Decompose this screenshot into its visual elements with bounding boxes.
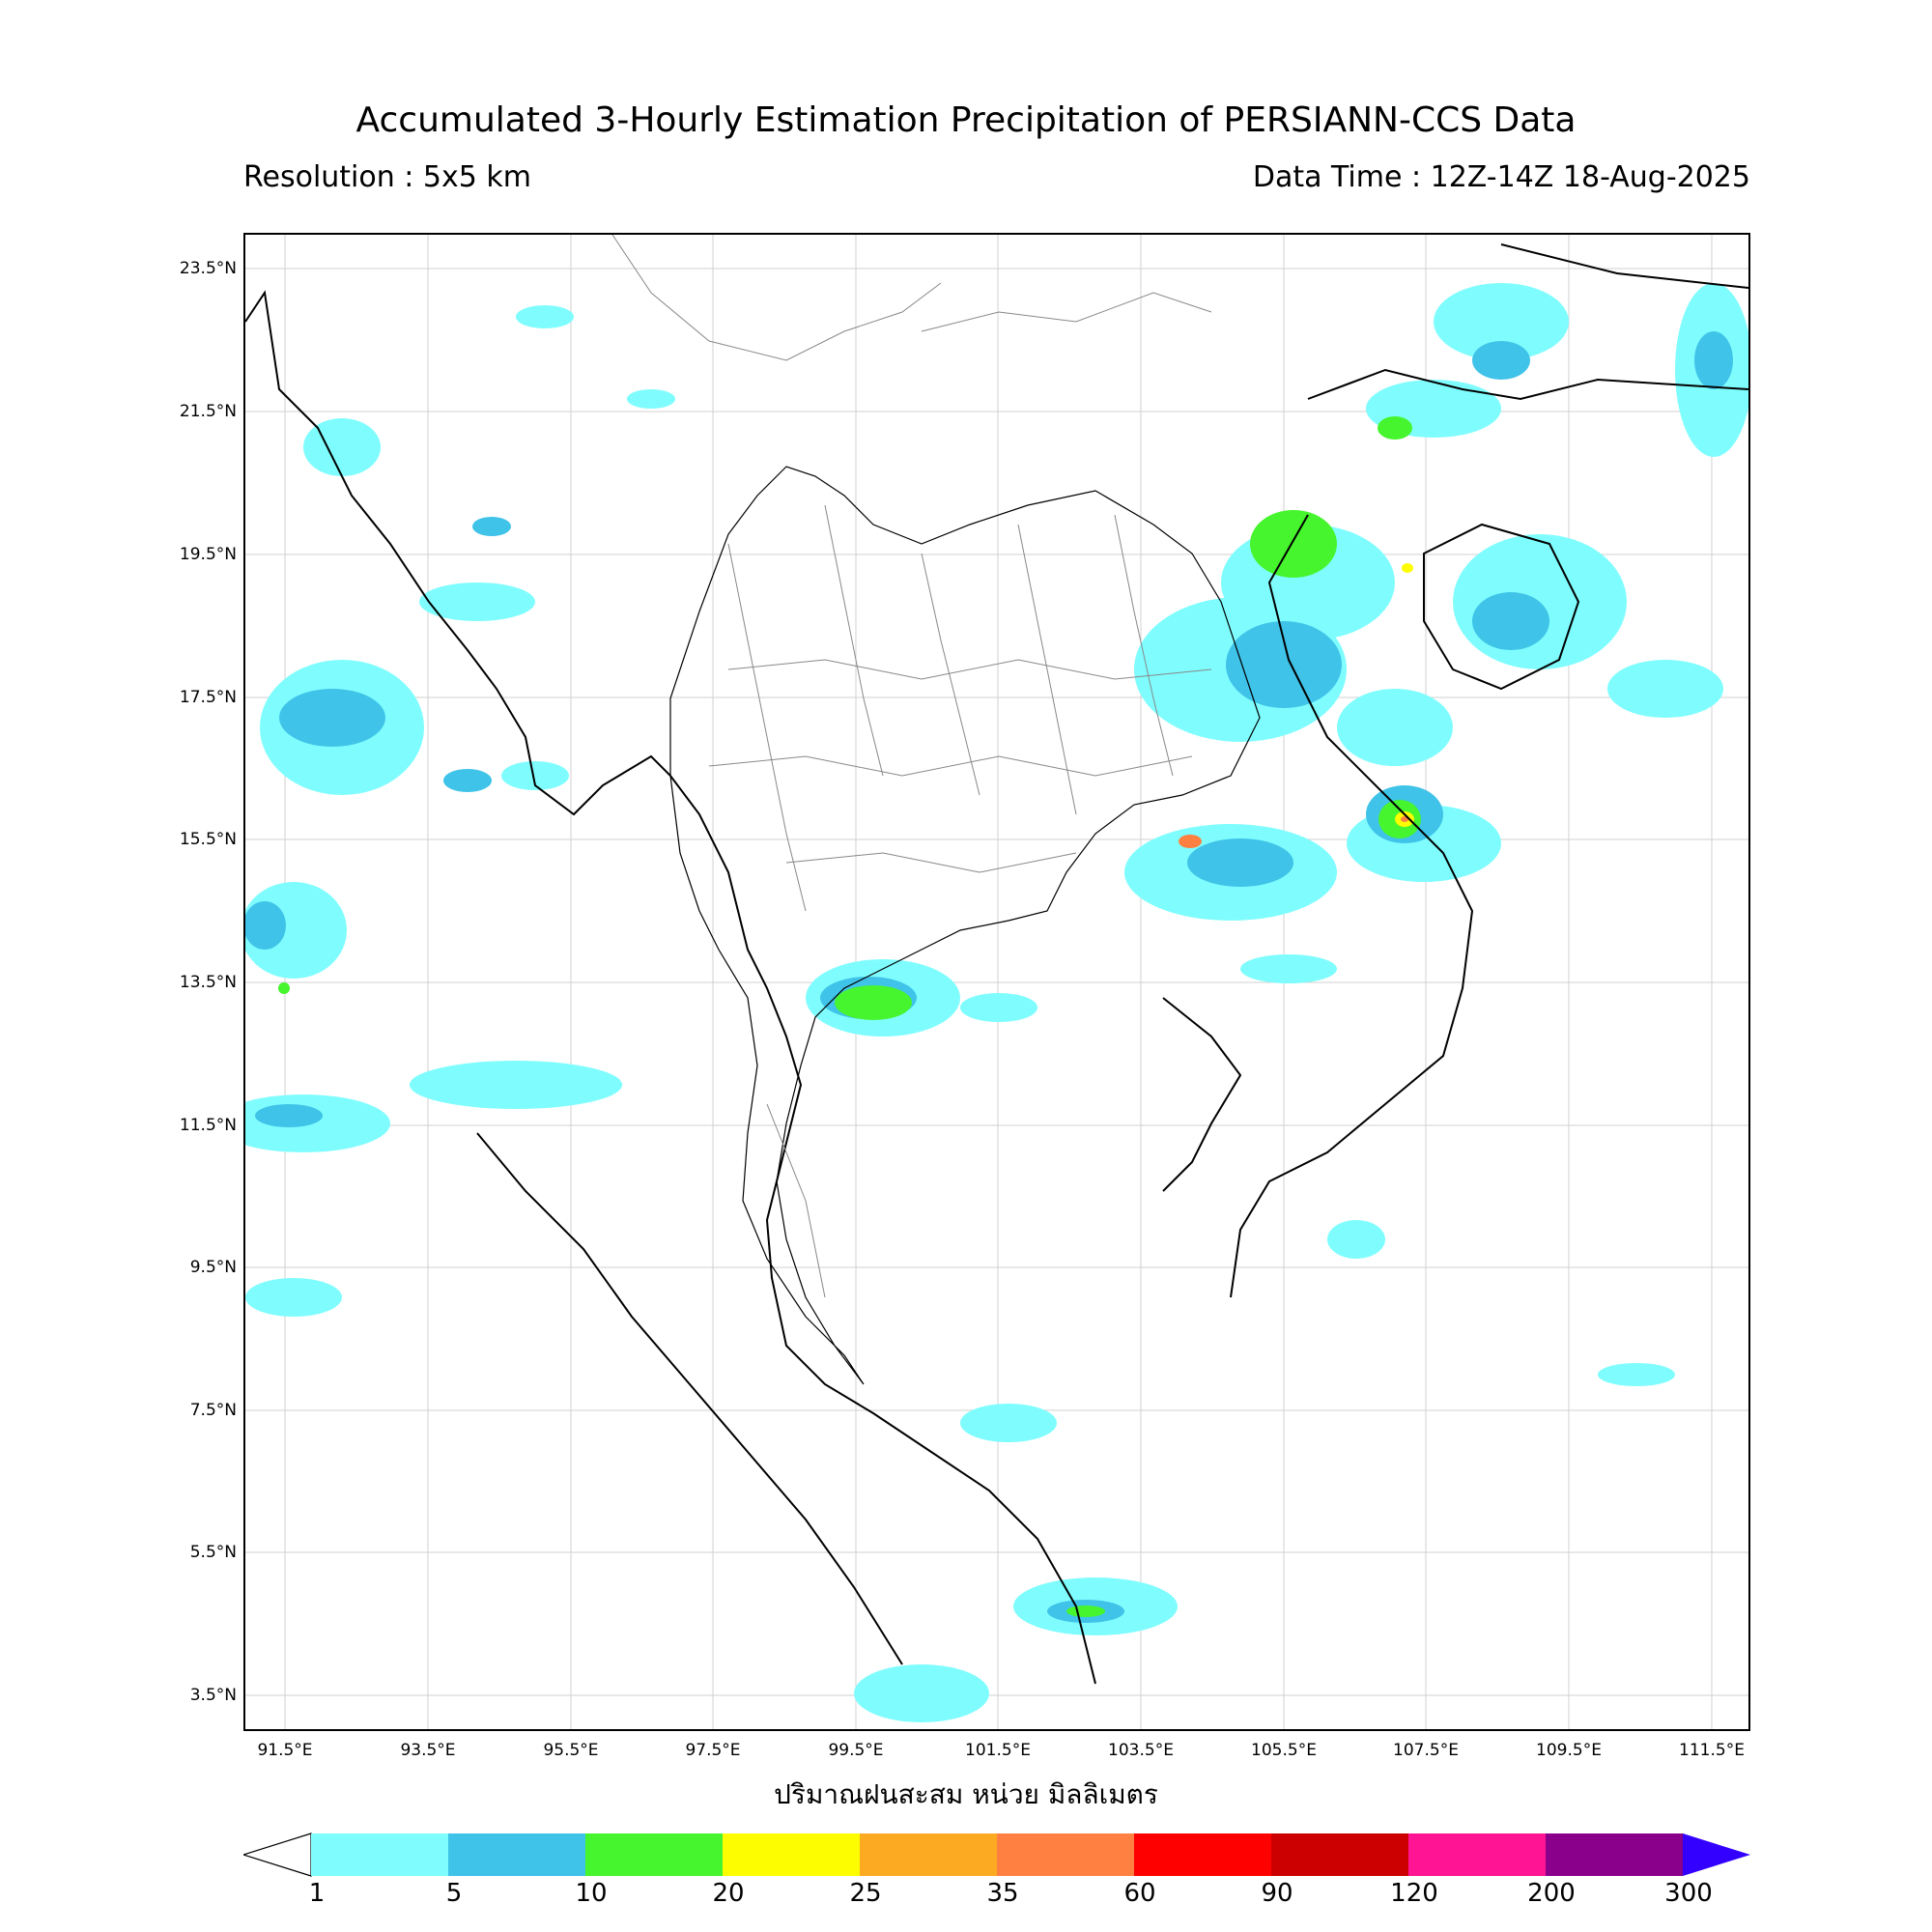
colorbar-segment xyxy=(997,1833,1134,1876)
rain-extreme-layer xyxy=(1179,563,1414,848)
colorbar-segment xyxy=(723,1833,860,1876)
resolution-label: Resolution : 5x5 km xyxy=(243,160,531,194)
lat-label: 19.5°N xyxy=(179,545,237,564)
colorbar-segment xyxy=(1546,1833,1683,1876)
colorbar-tick-label: 35 xyxy=(986,1879,1019,1908)
rain-light-layer xyxy=(245,283,1748,1722)
graticule xyxy=(245,235,1748,1729)
colorbar-tick-label: 60 xyxy=(1123,1879,1156,1908)
chart-title: Accumulated 3-Hourly Estimation Precipit… xyxy=(355,100,1577,140)
rain-medium-layer xyxy=(245,331,1733,1623)
coastlines xyxy=(245,243,1748,1685)
colorbar-tick-label: 1 xyxy=(308,1879,326,1908)
map-canvas xyxy=(245,235,1748,1729)
lat-label: 9.5°N xyxy=(189,1258,237,1277)
province-lines xyxy=(611,235,1212,1298)
colorbar-segment xyxy=(1408,1833,1546,1876)
lon-label: 105.5°E xyxy=(1251,1741,1317,1760)
thailand-outline xyxy=(669,466,1261,1385)
colorbar-segment xyxy=(1271,1833,1408,1876)
colorbar-segments xyxy=(311,1833,1683,1876)
colorbar-segment xyxy=(311,1833,448,1876)
lon-label: 111.5°E xyxy=(1679,1741,1745,1760)
lat-label: 13.5°N xyxy=(179,973,237,992)
colorbar-segment xyxy=(585,1833,723,1876)
colorbar-tick-label: 5 xyxy=(445,1879,463,1908)
colorbar-under-arrow xyxy=(243,1833,312,1877)
lon-label: 109.5°E xyxy=(1536,1741,1602,1760)
lat-label: 7.5°N xyxy=(189,1401,237,1420)
lon-label: 101.5°E xyxy=(965,1741,1031,1760)
colorbar-segment xyxy=(860,1833,997,1876)
lat-label: 3.5°N xyxy=(189,1686,237,1705)
lon-label: 97.5°E xyxy=(685,1741,741,1760)
lat-label: 21.5°N xyxy=(179,402,237,421)
colorbar-segment xyxy=(448,1833,585,1876)
lon-label: 93.5°E xyxy=(400,1741,456,1760)
lon-label: 103.5°E xyxy=(1108,1741,1174,1760)
colorbar-segment xyxy=(1134,1833,1271,1876)
colorbar-tick-label: 120 xyxy=(1390,1879,1438,1908)
lon-label: 99.5°E xyxy=(828,1741,884,1760)
colorbar-tick-label: 200 xyxy=(1527,1879,1576,1908)
data-time-label: Data Time : 12Z-14Z 18-Aug-2025 xyxy=(1252,160,1750,194)
lon-label: 107.5°E xyxy=(1393,1741,1459,1760)
map-panel xyxy=(243,233,1750,1731)
colorbar-tick-label: 10 xyxy=(575,1879,608,1908)
lat-label: 5.5°N xyxy=(189,1543,237,1562)
lat-label: 23.5°N xyxy=(179,259,237,278)
lon-label: 95.5°E xyxy=(543,1741,599,1760)
colorbar xyxy=(243,1833,1750,1877)
colorbar-over-arrow xyxy=(1683,1833,1750,1876)
colorbar-tick-label: 90 xyxy=(1261,1879,1293,1908)
lon-label: 91.5°E xyxy=(257,1741,313,1760)
lat-label: 17.5°N xyxy=(179,688,237,707)
colorbar-tick-label: 20 xyxy=(712,1879,745,1908)
lat-label: 15.5°N xyxy=(179,830,237,849)
x-axis-label: ปริมาณฝนสะสม หน่วย มิลลิเมตร xyxy=(774,1778,1158,1810)
lat-label: 11.5°N xyxy=(179,1116,237,1135)
colorbar-tick-label: 300 xyxy=(1664,1879,1713,1908)
colorbar-tick-label: 25 xyxy=(849,1879,882,1908)
